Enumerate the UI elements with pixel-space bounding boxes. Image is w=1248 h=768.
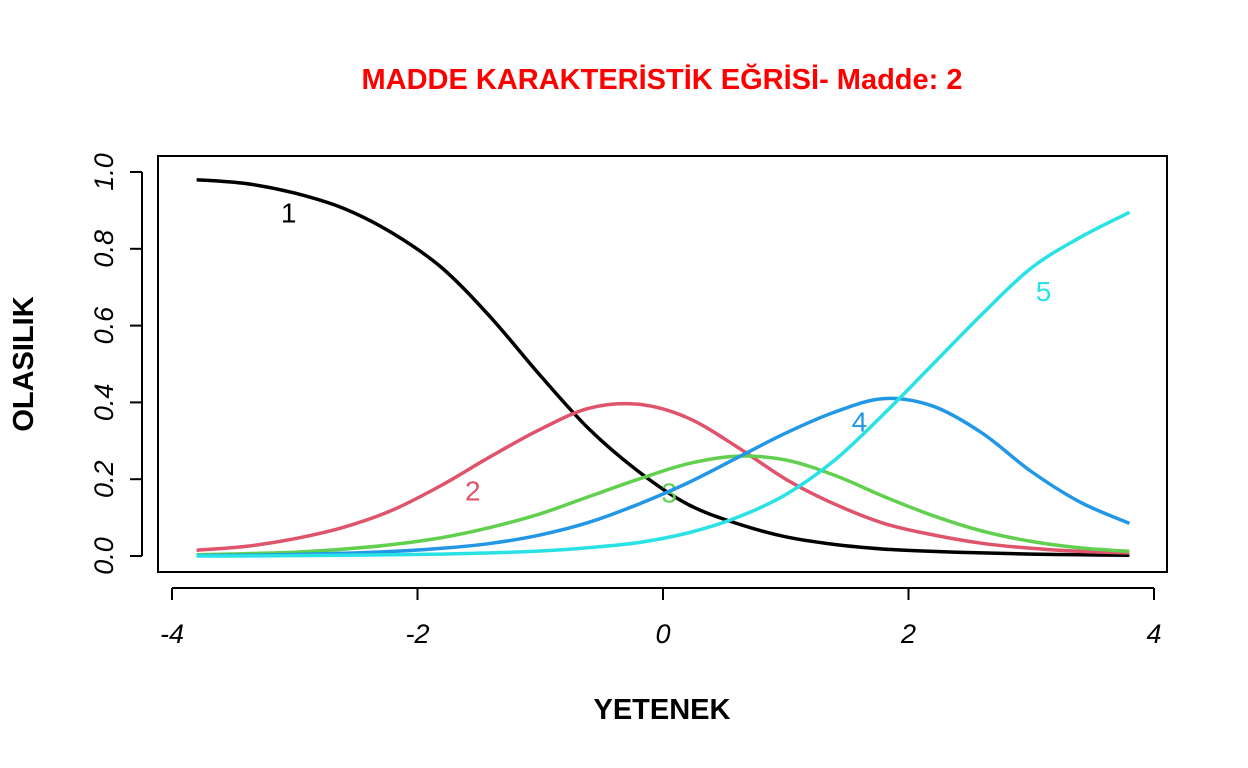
y-tick-label: 0.2 (89, 460, 119, 498)
y-axis-label: OLASILIK (8, 296, 40, 431)
series-line-2 (196, 401, 1130, 555)
plot-frame (157, 155, 1168, 573)
series-line-4 (196, 396, 1131, 558)
x-tick-label: 2 (900, 619, 916, 649)
chart-title: MADDE KARAKTERİSTİK EĞRİSİ- Madde: 2 (362, 62, 963, 96)
x-axis-label: YETENEK (594, 694, 731, 726)
series-label-4: 4 (852, 407, 868, 438)
x-tick-label: -4 (160, 619, 184, 649)
y-tick-label: 0.6 (89, 306, 119, 345)
x-axis: -4 -2 0 2 4 (160, 587, 1162, 649)
y-tick-label: 0.8 (89, 230, 119, 268)
y-tick-label: 0.0 (89, 537, 119, 575)
y-tick-label: 0.4 (89, 384, 119, 422)
x-tick-label: -2 (405, 619, 429, 649)
series-label-2: 2 (465, 476, 481, 507)
series-line-1 (196, 177, 1130, 557)
series-label-5: 5 (1036, 276, 1052, 307)
series-label-1: 1 (281, 197, 297, 228)
x-tick-label: 0 (655, 619, 670, 649)
y-axis: 0.0 0.2 0.4 0.6 0.8 1.0 (89, 153, 143, 575)
y-tick-label: 1.0 (89, 153, 119, 191)
x-tick-label: 4 (1146, 619, 1161, 649)
series-layer: 12 345 (196, 177, 1131, 558)
series-line-3 (196, 454, 1130, 557)
series-line-5 (196, 210, 1131, 558)
